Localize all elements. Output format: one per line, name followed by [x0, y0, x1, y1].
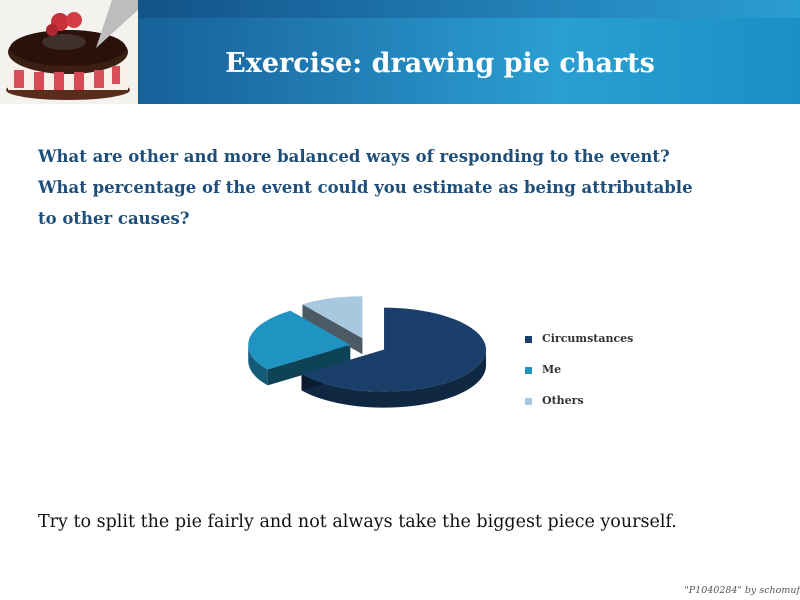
pie-slice-circumstances	[301, 307, 487, 392]
pie-slice-others	[302, 296, 363, 339]
pie-slice-me	[248, 310, 351, 370]
legend-label: Circumstances	[542, 332, 634, 345]
legend-item-me: Me	[525, 363, 633, 394]
photo-credit: "P1040284" by schomuf	[684, 585, 800, 596]
page-title: Exercise: drawing pie charts	[225, 48, 655, 79]
pie-slice-edge-me-0	[267, 344, 351, 386]
pie-chart	[248, 296, 487, 408]
question-line-2: What percentage of the event could you e…	[38, 178, 693, 197]
cake-photo	[0, 0, 138, 104]
question-line-3: to other causes?	[38, 209, 190, 228]
pie-slice-edge-others-0	[302, 304, 363, 355]
header-top-band	[0, 0, 800, 18]
legend-swatch	[525, 398, 532, 405]
legend-swatch	[525, 336, 532, 343]
question-text: What are other and more balanced ways of…	[38, 141, 788, 234]
legend-label: Others	[542, 394, 584, 407]
instruction-text: Try to split the pie fairly and not alwa…	[38, 512, 677, 532]
legend-item-circumstances: Circumstances	[525, 332, 633, 363]
legend-swatch	[525, 367, 532, 374]
pie-slice-wall-circumstances	[301, 349, 487, 408]
legend-label: Me	[542, 363, 562, 376]
chart-legend: Circumstances Me Others	[525, 332, 633, 425]
pie-slice-wall-me	[248, 344, 268, 386]
legend-item-others: Others	[525, 394, 633, 425]
question-line-1: What are other and more balanced ways of…	[38, 147, 670, 166]
